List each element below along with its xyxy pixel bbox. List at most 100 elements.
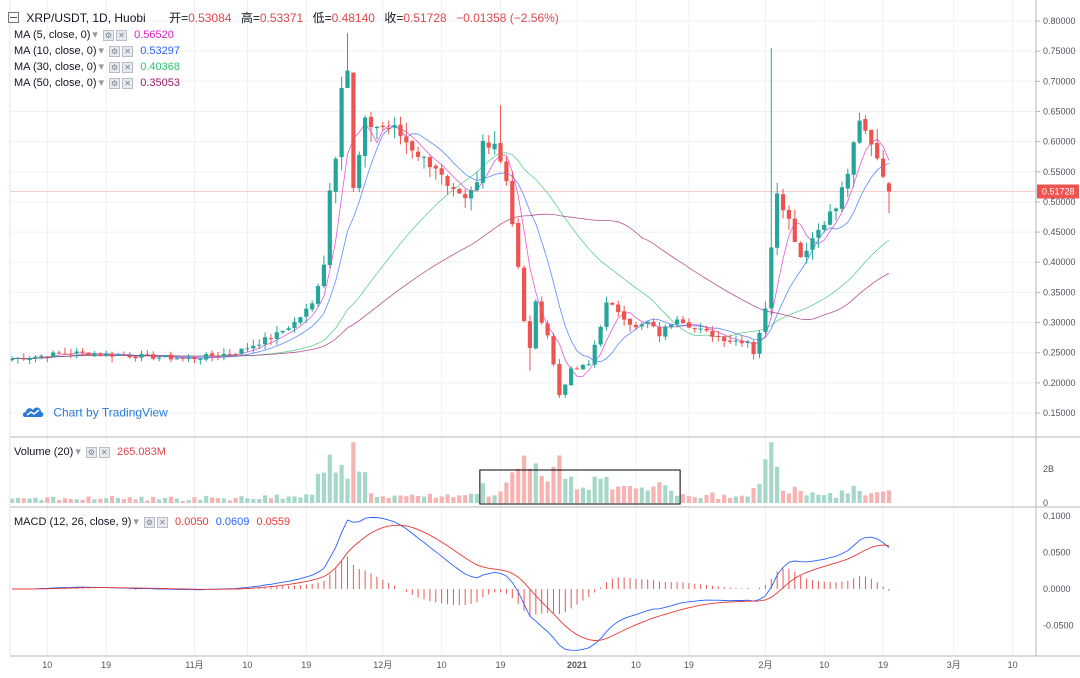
- candle: [786, 205, 791, 230]
- close-icon[interactable]: ✕: [122, 45, 134, 57]
- candle-body: [333, 158, 338, 192]
- candle-body: [351, 72, 356, 188]
- last-price-tag[interactable]: 0.51728: [1037, 184, 1079, 199]
- candle-body: [398, 124, 403, 137]
- volume-bar: [398, 495, 403, 503]
- candle-body: [686, 322, 691, 328]
- candle-body: [392, 125, 397, 128]
- settings-icon[interactable]: ⚙: [103, 29, 115, 41]
- volume-bar: [822, 495, 827, 503]
- volume-bar: [686, 496, 691, 503]
- candle: [421, 155, 427, 169]
- volume-pane[interactable]: [9, 442, 892, 505]
- volume-bar: [404, 496, 409, 503]
- ma30-legend[interactable]: MA (30, close, 0) ▾ ⚙ ✕ 0.40368: [14, 61, 180, 74]
- candle: [9, 356, 15, 362]
- candle: [798, 241, 803, 258]
- volume-bar: [186, 500, 191, 503]
- candle-body: [168, 354, 173, 360]
- candle-body: [657, 327, 662, 337]
- volume-bar: [610, 489, 615, 503]
- close-icon[interactable]: ✕: [156, 516, 168, 528]
- ma50-legend[interactable]: MA (50, close, 0) ▾ ⚙ ✕ 0.35053: [14, 77, 180, 90]
- candle: [157, 356, 162, 362]
- candle: [551, 332, 556, 367]
- candle: [504, 156, 509, 186]
- settings-icon[interactable]: ⚙: [143, 516, 155, 528]
- candle: [392, 117, 397, 139]
- volume-bar: [663, 485, 668, 503]
- volume-bar: [716, 498, 721, 503]
- candle: [598, 325, 603, 347]
- volume-bar: [798, 491, 803, 503]
- volume-bar: [598, 478, 603, 503]
- candle: [145, 350, 150, 356]
- volume-legend[interactable]: Volume (20) ▾ ⚙ ✕ 265.083M: [14, 446, 166, 459]
- candle-body: [804, 250, 809, 258]
- volume-bar: [657, 482, 662, 503]
- minus-box-icon[interactable]: [8, 12, 19, 24]
- macd-legend[interactable]: MACD (12, 26, close, 9) ▾ ⚙ ✕ 0.0050 0.060…: [14, 516, 291, 529]
- candle-body: [204, 354, 209, 360]
- candle-body: [586, 364, 591, 366]
- close-icon[interactable]: ✕: [122, 77, 134, 89]
- candle: [510, 171, 515, 227]
- volume-bar: [21, 498, 26, 503]
- volume-bar: [263, 495, 268, 503]
- candle: [816, 223, 821, 249]
- price-tick-label: 0.45000: [1043, 227, 1076, 237]
- candle-body: [480, 140, 485, 183]
- volume-bar: [875, 492, 880, 503]
- volume-bar: [698, 498, 703, 503]
- candle-body: [469, 190, 474, 199]
- candle: [245, 343, 250, 352]
- candle: [533, 299, 538, 350]
- volume-bar: [616, 486, 621, 503]
- settings-icon[interactable]: ⚙: [109, 77, 121, 89]
- candle: [474, 171, 480, 192]
- candle: [710, 326, 715, 342]
- ma10-value: 0.53297: [140, 45, 180, 58]
- candle: [886, 181, 892, 214]
- close-icon[interactable]: ✕: [116, 29, 128, 41]
- volume-bar: [292, 496, 297, 503]
- candle-body: [27, 358, 32, 361]
- ma5-legend[interactable]: MA (5, close, 0) ▾ ⚙ ✕ 0.56520: [14, 29, 174, 42]
- candle: [115, 353, 120, 357]
- price-pane[interactable]: [9, 33, 1036, 398]
- candle-body: [510, 180, 515, 225]
- candle: [780, 188, 786, 219]
- candle: [174, 355, 179, 360]
- candle-body: [592, 344, 597, 365]
- candle-body: [504, 161, 509, 182]
- volume-bar: [551, 466, 556, 503]
- close-icon[interactable]: ✕: [98, 446, 110, 458]
- candle-body: [692, 327, 697, 329]
- candle-body: [516, 223, 521, 267]
- settings-icon[interactable]: ⚙: [109, 45, 121, 57]
- candle-body: [221, 354, 226, 357]
- candle-body: [704, 328, 709, 331]
- close-icon[interactable]: ✕: [122, 61, 134, 73]
- settings-icon[interactable]: ⚙: [109, 61, 121, 73]
- candle: [522, 265, 527, 323]
- candle: [698, 323, 703, 334]
- candle-body: [86, 352, 91, 356]
- volume-bar: [763, 459, 768, 503]
- time-tick-label: 19: [878, 660, 888, 670]
- ma10-label: MA (10, close, 0): [14, 45, 97, 58]
- volume-bar: [233, 498, 238, 503]
- tradingview-brand[interactable]: Chart by TradingView: [22, 405, 168, 422]
- ma10-legend[interactable]: MA (10, close, 0) ▾ ⚙ ✕ 0.53297: [14, 45, 180, 58]
- macd-pane[interactable]: [11, 516, 890, 651]
- volume-bar: [104, 498, 109, 503]
- candle-body: [174, 358, 179, 360]
- candle-body: [545, 323, 550, 336]
- volume-bar: [9, 498, 15, 503]
- candle: [410, 139, 415, 159]
- settings-icon[interactable]: ⚙: [85, 446, 97, 458]
- candle: [845, 168, 850, 197]
- price-tag-text: 0.51728: [1042, 187, 1075, 197]
- candle: [463, 189, 468, 208]
